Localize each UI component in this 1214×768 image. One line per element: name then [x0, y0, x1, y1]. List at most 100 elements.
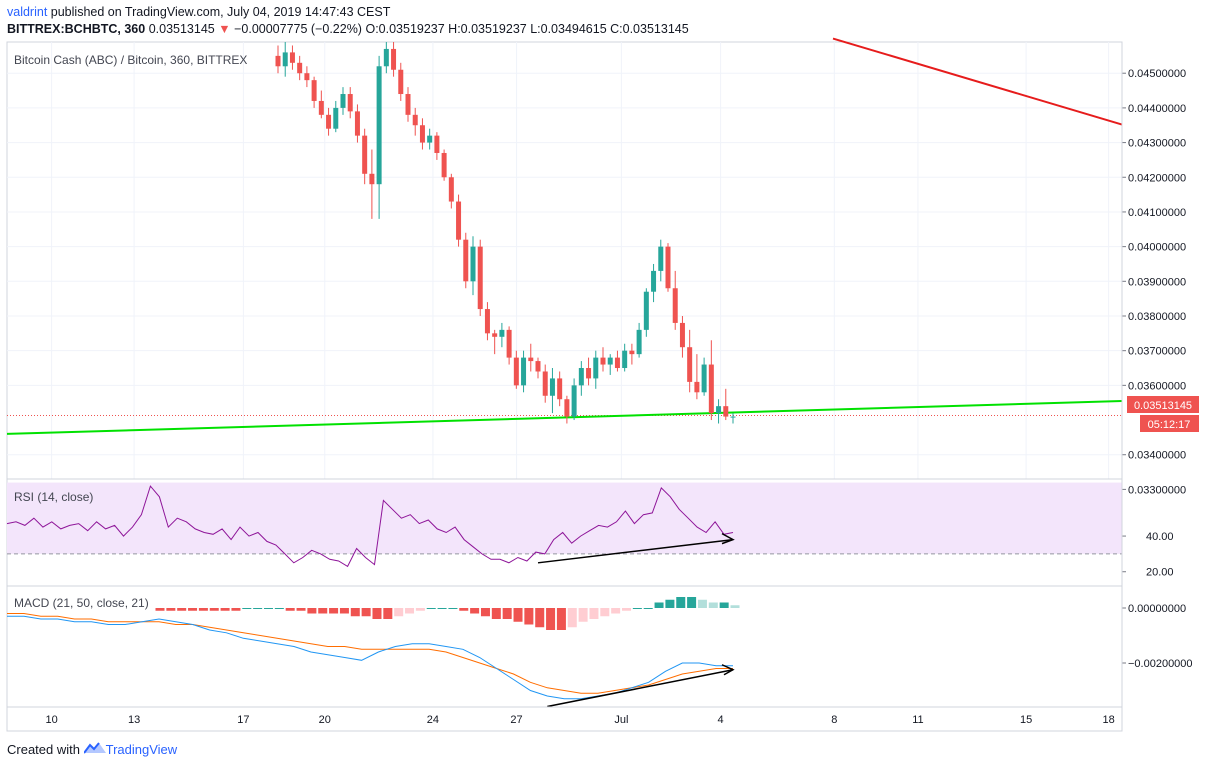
symbol-info: BITTREX:BCHBTC, 360 0.03513145 ▼ −0.0000…	[7, 22, 689, 36]
macd-histogram-bar	[220, 608, 230, 611]
candle-body	[499, 329, 505, 337]
macd-histogram-bar	[546, 608, 556, 630]
macd-histogram-bar	[394, 608, 404, 617]
macd-histogram-bar	[415, 608, 425, 611]
candle-body	[362, 135, 368, 174]
candle-body	[463, 239, 469, 282]
time-axis[interactable]	[6, 706, 1123, 732]
candle-body	[629, 350, 635, 355]
candle-body	[506, 329, 512, 358]
macd-histogram-bar	[556, 608, 566, 630]
macd-histogram-bar	[687, 597, 697, 608]
candle-body	[340, 94, 346, 108]
last-price: 0.03513145	[148, 22, 215, 36]
candle-body	[354, 111, 360, 136]
candle-body	[441, 152, 447, 178]
author-link[interactable]: valdrint	[7, 5, 48, 19]
time-tick-label: 11	[912, 714, 923, 726]
macd-histogram-bar	[372, 608, 382, 619]
rsi-line	[6, 485, 734, 568]
candle-body	[448, 177, 454, 202]
candle-body	[492, 333, 498, 337]
rsi-tick-label: 40.00	[1146, 531, 1174, 543]
candle-body	[318, 100, 324, 115]
candle-body	[528, 357, 534, 362]
candle-body	[376, 66, 382, 185]
candle-body	[347, 94, 353, 112]
down-arrow-icon: ▼	[218, 22, 231, 36]
price-tick-label: 0.04200000	[1128, 172, 1186, 184]
time-tick-label: 13	[128, 714, 140, 726]
price-tick-label: 0.04300000	[1128, 138, 1186, 150]
macd-histogram-bar	[578, 608, 588, 622]
last-price-tag-text: 0.03513145	[1134, 400, 1192, 412]
tradingview-brand-link[interactable]: TradingView	[105, 742, 178, 757]
macd-pane[interactable]	[6, 585, 1123, 708]
macd-histogram-bar	[697, 599, 707, 608]
macd-histogram-bar	[622, 608, 632, 611]
macd-histogram-bar	[708, 602, 718, 608]
candle-body	[369, 173, 375, 185]
macd-histogram-bar	[339, 608, 349, 614]
candle-body	[549, 378, 555, 396]
publish-info: valdrint published on TradingView.com, J…	[7, 5, 390, 19]
countdown-tag	[1140, 415, 1199, 432]
macd-histogram-bar	[491, 608, 501, 619]
macd-histogram-bar	[600, 608, 610, 617]
candle-body	[578, 368, 584, 386]
candle-body	[470, 246, 476, 282]
created-with-text: Created with	[7, 742, 80, 757]
macd-histogram-bar	[589, 608, 599, 619]
price-chart[interactable]: Bitcoin Cash (ABC) / Bitcoin, 360, BITTR…	[0, 0, 1214, 740]
rsi-axis[interactable]: 40.00 20.00	[1122, 531, 1174, 579]
macd-histogram-bar	[263, 608, 273, 609]
macd-histogram-bar	[654, 602, 664, 608]
candle-body	[456, 201, 462, 240]
candle-body	[730, 416, 736, 418]
price-tick-label: 0.03300000	[1128, 484, 1186, 496]
candle-body	[521, 357, 527, 386]
candle-body	[535, 361, 541, 372]
candle-body	[513, 357, 519, 386]
time-tick-label: 15	[1020, 714, 1032, 726]
price-tick-label: 0.03900000	[1128, 276, 1186, 288]
time-tick-label: 17	[237, 714, 249, 726]
price-axis[interactable]: 0.04500000 0.04400000 0.04300000 0.04200000…	[1122, 68, 1186, 496]
rsi-band	[7, 482, 1122, 554]
macd-histogram-bar	[285, 608, 295, 611]
candle-body	[643, 291, 649, 330]
time-tick-label: 27	[510, 714, 522, 726]
time-tick-label: 10	[45, 714, 57, 726]
candle-body	[557, 378, 563, 400]
macd-axis[interactable]: 0.00000000 −0.00200000	[1122, 603, 1193, 670]
macd-tick-label: −0.00200000	[1128, 658, 1193, 670]
price-tick-label: 0.03600000	[1128, 380, 1186, 392]
price-tick-label: 0.04500000	[1128, 68, 1186, 80]
macd-histogram-bar	[296, 608, 306, 611]
macd-histogram-bar	[437, 608, 447, 609]
macd-histogram-bar	[448, 608, 458, 609]
candle-body	[275, 55, 281, 67]
macd-histogram-bar	[188, 608, 198, 611]
macd-arrow-head	[721, 664, 735, 676]
time-tick-label: 24	[427, 714, 439, 726]
macd-histogram-bar	[524, 608, 534, 625]
candle-body	[398, 69, 404, 95]
macd-histogram-bar	[513, 608, 523, 622]
macd-histogram-bar	[274, 608, 284, 609]
price-tick-label: 0.04000000	[1128, 242, 1186, 254]
candles	[275, 42, 736, 424]
macd-histogram-bar	[231, 608, 241, 611]
resistance-line	[832, 37, 1123, 126]
macd-histogram-bar	[307, 608, 317, 614]
macd-histogram-bar	[567, 608, 577, 628]
candle-body	[701, 364, 707, 393]
macd-histogram-bar	[383, 608, 393, 619]
rsi-arrow-head	[721, 532, 735, 545]
macd-histogram-bar	[155, 608, 165, 611]
published-text: published on TradingView.com, July 04, 2…	[50, 5, 391, 19]
candle-body	[412, 114, 418, 126]
candle-body	[542, 371, 548, 396]
candle-body	[716, 406, 722, 414]
candle-body	[326, 114, 332, 129]
